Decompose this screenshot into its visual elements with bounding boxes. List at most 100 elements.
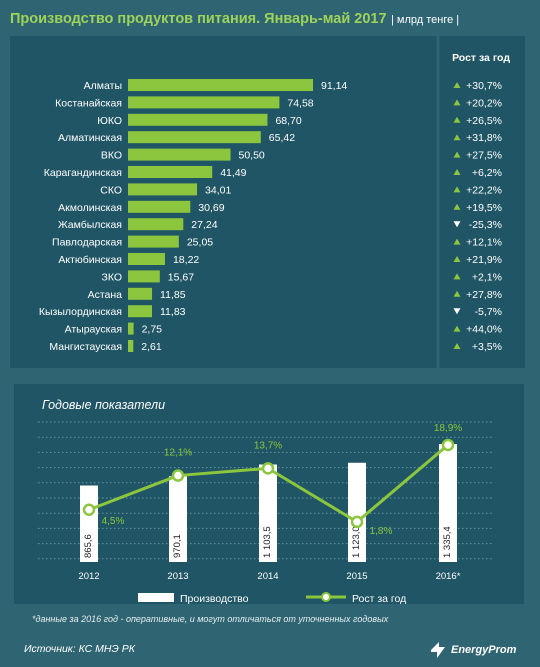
category-label: Мангистауская bbox=[49, 341, 122, 353]
year-tick-label: 2016* bbox=[436, 571, 461, 582]
production-value-label: 1 103,5 bbox=[262, 526, 273, 558]
category-label: Алматинская bbox=[58, 132, 122, 144]
growth-value-label: 1,8% bbox=[370, 526, 393, 537]
year-tick-label: 2012 bbox=[78, 571, 99, 582]
bar bbox=[128, 270, 160, 283]
production-bar bbox=[259, 464, 277, 562]
growth-label: +31,8% bbox=[466, 132, 502, 144]
down-arrow-icon bbox=[453, 221, 461, 228]
growth-label: -5,7% bbox=[475, 306, 502, 318]
production-value-label: 1 335,4 bbox=[442, 526, 453, 558]
category-label: Акмолинская bbox=[58, 202, 122, 214]
growth-value-label: 12,1% bbox=[164, 448, 192, 459]
bar-value-label: 25,05 bbox=[187, 237, 213, 249]
up-arrow-icon bbox=[453, 116, 461, 123]
up-arrow-icon bbox=[453, 134, 461, 141]
growth-column-header: Рост за год bbox=[452, 52, 510, 64]
legend-production-label: Производство bbox=[180, 593, 249, 604]
category-label: Карагандинская bbox=[44, 167, 122, 179]
up-arrow-icon bbox=[453, 186, 461, 193]
title-unit: | млрд тенге | bbox=[390, 14, 460, 26]
category-label: Костанайская bbox=[55, 97, 122, 109]
year-tick-label: 2015 bbox=[346, 571, 367, 582]
year-tick-label: 2014 bbox=[257, 571, 278, 582]
annual-chart-title: Годовые показатели bbox=[42, 398, 165, 412]
up-arrow-icon bbox=[453, 273, 461, 280]
production-value-label: 865,6 bbox=[83, 534, 94, 558]
down-arrow-icon bbox=[453, 308, 461, 315]
bar-value-label: 74,58 bbox=[287, 97, 313, 109]
title-bar: Производство продуктов питания. Январь-м… bbox=[10, 10, 459, 28]
growth-label: +20,2% bbox=[466, 97, 502, 109]
source-text: Источник: КС МНЭ РК bbox=[24, 643, 135, 655]
growth-label: +12,1% bbox=[466, 237, 502, 249]
up-arrow-icon bbox=[453, 238, 461, 245]
bar bbox=[128, 200, 191, 213]
bar bbox=[128, 148, 231, 161]
bar bbox=[128, 340, 134, 352]
category-label: ЗКО bbox=[101, 271, 122, 283]
growth-label: +27,8% bbox=[466, 289, 502, 301]
growth-label: +22,2% bbox=[466, 184, 502, 196]
growth-point bbox=[171, 469, 185, 482]
up-arrow-icon bbox=[453, 203, 461, 210]
growth-label: +3,5% bbox=[472, 341, 502, 353]
bar-value-label: 11,83 bbox=[160, 306, 186, 318]
category-label: СКО bbox=[100, 184, 122, 196]
growth-value-label: 13,7% bbox=[254, 440, 282, 451]
energyprom-logo: EnergyProm bbox=[428, 640, 516, 660]
growth-label: -25,3% bbox=[469, 219, 502, 231]
production-bar bbox=[439, 444, 457, 562]
bar-value-label: 30,69 bbox=[198, 202, 224, 214]
up-arrow-icon bbox=[453, 343, 461, 349]
up-arrow-icon bbox=[453, 290, 461, 297]
category-label: Астана bbox=[88, 289, 123, 301]
annual-chart-panel: Годовые показатели 865,6 2012 970,1 2013 1 10… bbox=[14, 384, 524, 604]
bar bbox=[128, 305, 153, 318]
bar bbox=[128, 218, 184, 231]
growth-value-label: 18,9% bbox=[434, 423, 462, 434]
up-arrow-icon bbox=[453, 151, 461, 158]
growth-label: +27,5% bbox=[466, 150, 502, 162]
category-label: Актюбинская bbox=[58, 254, 122, 266]
up-arrow-icon bbox=[453, 82, 461, 88]
category-label: Атырауская bbox=[65, 324, 122, 336]
growth-label: +26,5% bbox=[466, 115, 502, 127]
legend-growth-marker-icon bbox=[321, 592, 331, 602]
production-value-label: 1 123,0 bbox=[351, 526, 362, 558]
category-label: ВКО bbox=[101, 150, 122, 162]
bar-value-label: 91,14 bbox=[321, 80, 347, 92]
bar-value-label: 11,85 bbox=[160, 289, 186, 301]
bar bbox=[128, 131, 261, 144]
up-arrow-icon bbox=[453, 99, 461, 106]
annual-indicators-chart: Годовые показатели 865,6 2012 970,1 2013 1 10… bbox=[38, 398, 494, 604]
bar-value-label: 18,22 bbox=[173, 254, 199, 266]
bar bbox=[128, 287, 153, 300]
bar bbox=[128, 253, 165, 265]
category-label: Жамбылская bbox=[58, 219, 122, 231]
category-label: ЮКО bbox=[97, 115, 122, 127]
growth-label: +21,9% bbox=[466, 254, 502, 266]
page-title: Производство продуктов питания. Январь-м… bbox=[10, 11, 387, 27]
up-arrow-icon bbox=[453, 169, 461, 175]
legend-growth-label: Рост за год bbox=[352, 593, 406, 604]
production-bar bbox=[80, 485, 98, 562]
up-arrow-icon bbox=[453, 256, 461, 262]
footnote: *данные за 2016 год - оперативные, и мог… bbox=[32, 614, 389, 624]
growth-label: +19,5% bbox=[466, 202, 502, 214]
production-value-label: 970,1 bbox=[172, 534, 183, 558]
bar-value-label: 65,42 bbox=[269, 132, 295, 144]
bar bbox=[128, 322, 134, 335]
growth-point bbox=[350, 515, 364, 529]
bar bbox=[128, 113, 268, 126]
year-tick-label: 2013 bbox=[167, 571, 188, 582]
bar bbox=[128, 79, 313, 91]
bar-value-label: 27,24 bbox=[191, 219, 217, 231]
bar-value-label: 50,50 bbox=[239, 150, 265, 162]
bar-value-label: 41,49 bbox=[220, 167, 246, 179]
production-bar bbox=[169, 476, 187, 562]
category-label: Алматы bbox=[84, 80, 122, 92]
regional-production-chart: Рост за год Алматы 91,14 +30,7% Костанайская… bbox=[10, 36, 525, 368]
logo-mark-icon bbox=[431, 642, 445, 658]
logo-text: EnergyProm bbox=[451, 644, 517, 656]
